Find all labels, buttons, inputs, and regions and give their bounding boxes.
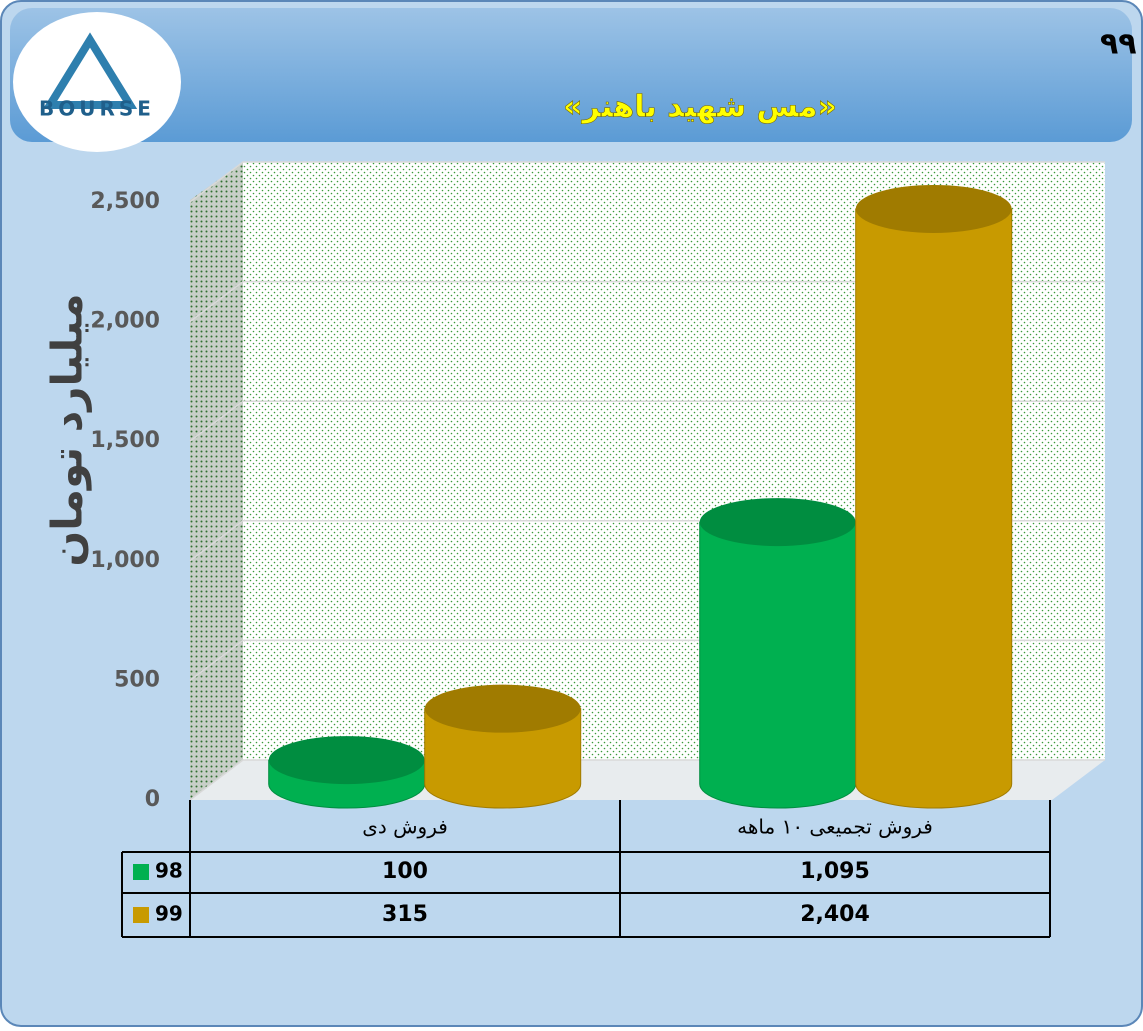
logo-text: BOURSE bbox=[39, 97, 155, 121]
chart-title: گزارش فروش ریالی ماهانه و ۱۰ ماهه منتهی … bbox=[1100, 26, 1143, 62]
x-tick-label: فروش دی bbox=[362, 815, 448, 839]
side-wall bbox=[190, 162, 243, 800]
y-tick-label: 0 bbox=[145, 787, 160, 812]
logo-bg bbox=[13, 12, 181, 152]
y-tick-label: 1,000 bbox=[90, 548, 160, 573]
legend-swatch bbox=[133, 907, 149, 923]
bar bbox=[699, 521, 857, 809]
y-tick-label: 2,000 bbox=[90, 309, 160, 334]
y-axis-label: میلیارد تومان bbox=[43, 293, 93, 566]
x-tick-label: فروش تجمیعی ۱۰ ماهه bbox=[737, 815, 933, 839]
logo-mark bbox=[42, 32, 138, 109]
y-tick-label: 2,500 bbox=[90, 189, 160, 214]
grid-line bbox=[189, 400, 1105, 442]
data-label: 315 bbox=[382, 902, 428, 927]
grid-line bbox=[189, 161, 1105, 203]
header bbox=[10, 8, 1132, 142]
legend-label: 99 bbox=[155, 902, 183, 926]
data-label: 2,404 bbox=[800, 902, 870, 927]
data-table bbox=[121, 800, 1051, 938]
legend-swatch bbox=[133, 864, 149, 880]
legend-label: 98 bbox=[155, 859, 183, 883]
data-label: 1,095 bbox=[800, 859, 870, 884]
bar-cap bbox=[855, 184, 1012, 233]
bar bbox=[855, 208, 1013, 809]
y-tick-label: 500 bbox=[114, 667, 160, 692]
bar-cap bbox=[699, 498, 856, 547]
bar bbox=[424, 708, 582, 809]
y-tick-label: 1,500 bbox=[90, 428, 160, 453]
grid-line bbox=[189, 280, 1105, 323]
data-label: 100 bbox=[382, 859, 428, 884]
chart-subtitle: «مس شهید باهنر» bbox=[563, 90, 837, 125]
bar-cap bbox=[424, 684, 581, 733]
bar-cap bbox=[268, 736, 425, 785]
